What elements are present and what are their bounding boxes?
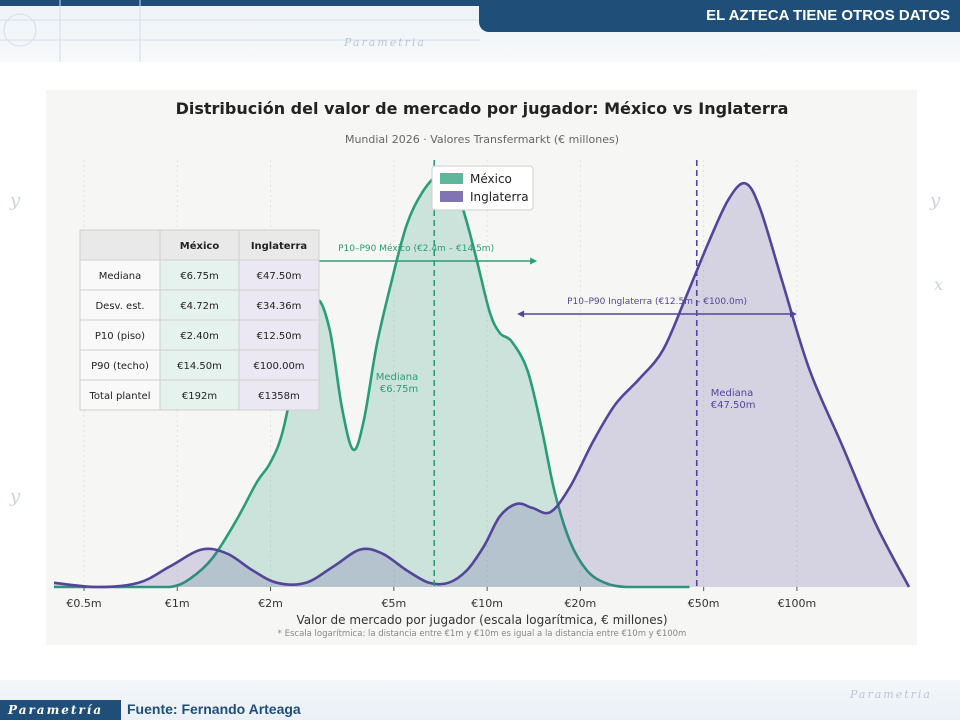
- table-cell-1-0: Mediana: [99, 271, 142, 282]
- range-label-mexico: P10–P90 México (€2.4m – €14.5m): [338, 243, 494, 254]
- density-line-mexico: [54, 173, 690, 589]
- bg-symbol-y-left-2: y: [10, 486, 21, 507]
- footer-watermark: Parametria: [850, 688, 932, 701]
- x-tick-label-7: €100m: [778, 597, 817, 610]
- median-label-inglaterra-0: Mediana: [711, 388, 754, 399]
- table-cell-3-2: €12.50m: [257, 331, 302, 342]
- table-cell-3-1: €2.40m: [180, 331, 218, 342]
- bg-symbol-x: x: [934, 275, 944, 294]
- x-axis-ticks: €0.5m €1m €2m €5m €10m €20m €50m €100m: [66, 587, 816, 610]
- density-line-inglaterra: [53, 181, 911, 589]
- chart-footnote: * Escala logarítmica: la distancia entre…: [278, 629, 687, 639]
- x-tick-label-0: €0.5m: [66, 597, 101, 610]
- median-lines: Mediana€6.75m Mediana€47.50m: [376, 160, 756, 587]
- x-tick-label-6: €50m: [688, 597, 720, 610]
- table-cell-bg-0-1: [159, 229, 240, 261]
- table-cell-bg-5-2: [238, 379, 320, 411]
- table-cell-bg-3-1: [159, 319, 240, 351]
- table-cell-bg-1-1: [159, 259, 240, 291]
- table-cell-1-1: €6.75m: [180, 271, 218, 282]
- table-cell-3-0: P10 (piso): [95, 331, 145, 342]
- x-tick-label-4: €10m: [471, 597, 503, 610]
- table-header-0-1: México: [180, 240, 220, 252]
- table-cell-5-0: Total plantel: [89, 391, 151, 402]
- median-label-mexico-1: €6.75m: [380, 384, 418, 395]
- density-areas: [53, 173, 911, 589]
- median-label-mexico-0: Mediana: [376, 372, 419, 383]
- table-cell-bg-0-2: [238, 229, 320, 261]
- bg-symbol-y-left: y: [10, 190, 21, 211]
- x-tick-label-2: €2m: [258, 597, 283, 610]
- range-label-inglaterra: P10–P90 Inglaterra (€12.5m – €100.0m): [567, 297, 747, 307]
- range-arrow-right-inglaterra: [789, 310, 797, 318]
- table-cell-bg-5-0: [79, 379, 161, 411]
- x-tick-label-5: €20m: [565, 597, 597, 610]
- range-arrow-right-mexico: [530, 257, 538, 265]
- stats-table: México Inglaterra Mediana €6.75m €47.50m Desv…: [79, 229, 320, 411]
- table-cell-bg-1-2: [238, 259, 320, 291]
- chart-title: Distribución del valor de mercado por ju…: [176, 99, 789, 118]
- chart-legend: México Inglaterra: [431, 165, 534, 211]
- header-banner: EL AZTECA TIENE OTROS DATOS: [479, 0, 960, 32]
- table-cell-5-2: €1358m: [258, 391, 300, 402]
- bg-symbol-y: y: [930, 190, 941, 211]
- legend-label-mexico: México: [470, 172, 512, 186]
- table-cell-1-2: €47.50m: [257, 271, 302, 282]
- percentile-ranges: P10–P90 México (€2.4m – €14.5m) P10–P90 I…: [295, 243, 797, 318]
- table-cell-4-2: €100.00m: [253, 361, 304, 372]
- median-label-inglaterra-1: €47.50m: [711, 400, 756, 411]
- chart-subtitle: Mundial 2026 · Valores Transfermarkt (€ …: [345, 133, 619, 146]
- legend-swatch-england: [440, 191, 463, 202]
- legend-label-england: Inglaterra: [470, 190, 529, 204]
- table-cell-2-2: €34.36m: [257, 301, 302, 312]
- x-tick-label-3: €5m: [381, 597, 406, 610]
- table-header-0-2: Inglaterra: [251, 241, 307, 252]
- table-cell-4-1: €14.50m: [177, 361, 222, 372]
- footer-band: Parametria: [0, 680, 960, 720]
- background-decoration: [0, 0, 480, 62]
- table-cell-bg-3-0: [79, 319, 161, 351]
- table-cell-bg-2-0: [79, 289, 161, 321]
- area-fill-inglaterra: [54, 183, 909, 587]
- range-arrow-left-inglaterra: [517, 310, 525, 318]
- table-cell-4-0: P90 (techo): [91, 361, 149, 372]
- chart-svg: Mediana€6.75m Mediana€47.50m P10–P90 Méxi…: [53, 99, 911, 639]
- table-cell-2-0: Desv. est.: [95, 301, 144, 312]
- x-axis-label: Valor de mercado por jugador (escala log…: [296, 613, 667, 627]
- table-cell-bg-0-0: [79, 229, 161, 261]
- footer-source: Fuente: Fernando Arteaga: [127, 701, 301, 717]
- legend-swatch-mexico: [440, 173, 463, 184]
- x-tick-label-1: €1m: [165, 597, 190, 610]
- table-cell-5-1: €192m: [182, 391, 217, 402]
- footer-logo: Parametría: [0, 700, 121, 720]
- top-stripe: [0, 0, 480, 6]
- table-cell-2-1: €4.72m: [180, 301, 218, 312]
- top-watermark: Parametria: [344, 36, 426, 49]
- chart-panel: Mediana €6.75m Mediana €47.50m P10–P90 Méxi…: [46, 90, 917, 645]
